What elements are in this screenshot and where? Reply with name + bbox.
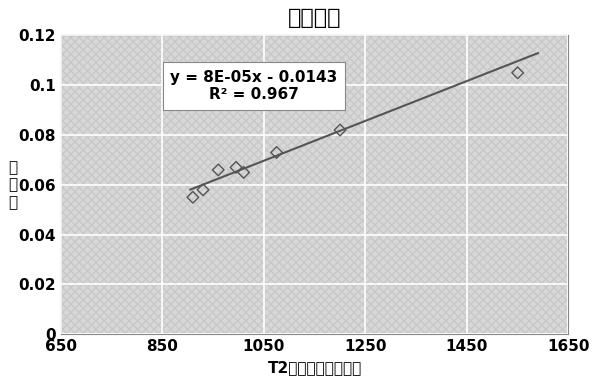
Y-axis label: 含
水
率: 含 水 率 <box>8 160 17 210</box>
Text: y = 8E-05x - 0.0143
R² = 0.967: y = 8E-05x - 0.0143 R² = 0.967 <box>170 70 337 102</box>
X-axis label: T2弛豐谱总信号幅値: T2弛豐谱总信号幅値 <box>267 360 362 375</box>
Point <box>213 167 223 173</box>
Point <box>239 169 248 175</box>
Point <box>335 127 345 133</box>
Point <box>188 194 198 200</box>
Point <box>199 187 208 193</box>
Point <box>231 164 241 170</box>
Title: 拟合方程: 拟合方程 <box>288 8 341 28</box>
Point <box>513 70 523 76</box>
Point <box>272 149 282 155</box>
